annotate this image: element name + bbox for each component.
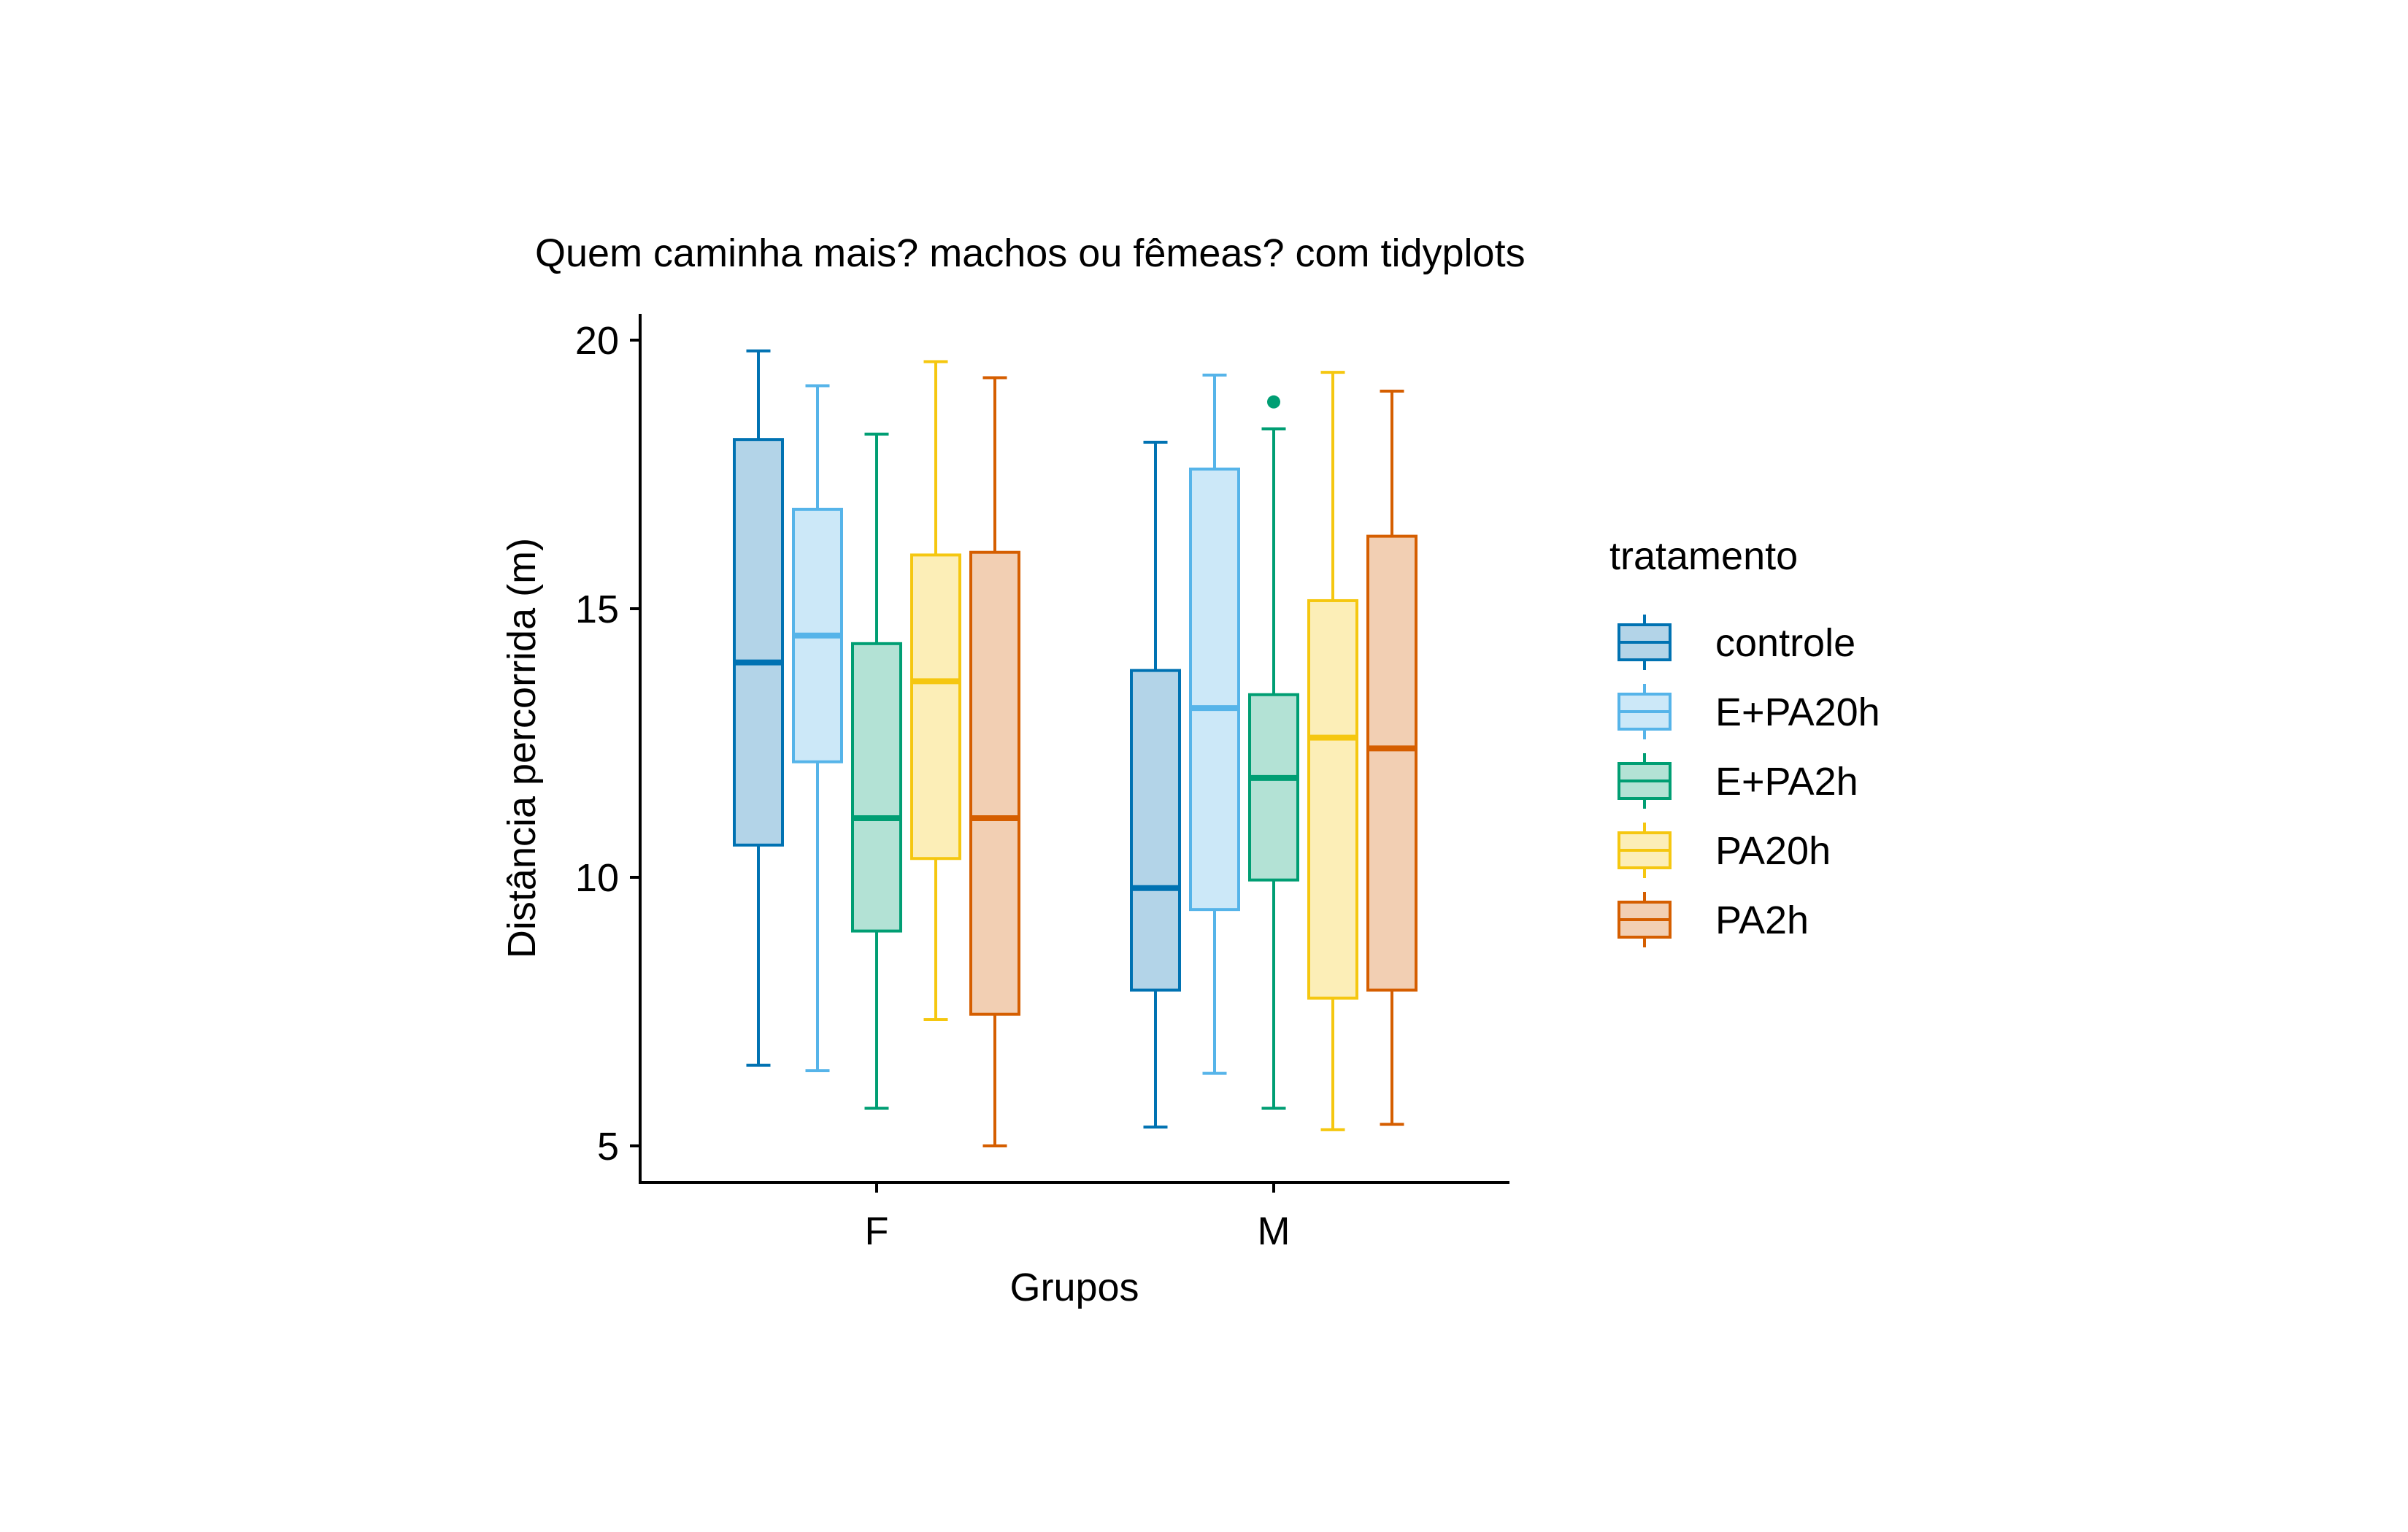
- y-axis-title: Distância percorrida (m): [500, 538, 544, 958]
- y-tick-label: 10: [575, 856, 619, 900]
- box-E+PA20h-F: [792, 384, 843, 1072]
- legend-item-PA2h: PA2h: [1617, 892, 1809, 947]
- box-PA20h-F: [910, 360, 961, 1022]
- box-E+PA2h-M: [1248, 395, 1299, 1110]
- x-axis-title: Grupos: [1009, 1266, 1139, 1309]
- box-iqr: [969, 550, 1020, 1016]
- y-tick-label: 5: [597, 1125, 619, 1169]
- box-PA2h-F: [969, 376, 1020, 1147]
- legend-label: PA20h: [1715, 829, 1831, 873]
- legend-items: controle E+PA20h E+PA2h PA20h PA2h: [1617, 615, 1880, 947]
- box-iqr: [910, 553, 961, 861]
- box-iqr: [733, 438, 784, 847]
- legend-item-E+PA20h: E+PA20h: [1617, 684, 1880, 739]
- box-iqr: [1189, 467, 1240, 912]
- box-iqr: [1248, 693, 1299, 882]
- box-controle-F: [733, 349, 784, 1067]
- x-tick-label: M: [1258, 1209, 1290, 1253]
- legend-item-E+PA2h: E+PA2h: [1617, 753, 1858, 809]
- legend-title: tratamento: [1609, 534, 1798, 578]
- box-PA2h-M: [1366, 389, 1418, 1126]
- x-tick-label: F: [865, 1209, 889, 1253]
- legend-label: PA2h: [1715, 898, 1809, 942]
- legend: tratamento controle E+PA20h E+PA2h PA20h PA2…: [1609, 534, 1880, 947]
- chart-title: Quem caminha mais? machos ou fêmeas? com…: [535, 231, 1526, 275]
- y-tick-label: 15: [575, 588, 619, 631]
- box-iqr: [851, 642, 902, 933]
- box-E+PA2h-F: [851, 432, 902, 1110]
- legend-label: controle: [1715, 621, 1855, 665]
- legend-item-PA20h: PA20h: [1617, 823, 1831, 878]
- box-iqr: [1130, 669, 1181, 992]
- plot-area: [733, 349, 1418, 1147]
- box-PA20h-M: [1307, 371, 1358, 1131]
- box-controle-M: [1130, 440, 1181, 1129]
- outlier-point: [1267, 395, 1280, 409]
- legend-label: E+PA20h: [1715, 690, 1880, 734]
- legend-item-controle: controle: [1617, 615, 1855, 670]
- y-tick-label: 20: [575, 319, 619, 363]
- y-axis-ticks: 5 10 15 20: [575, 319, 640, 1169]
- box-E+PA20h-M: [1189, 373, 1240, 1075]
- box-iqr: [1366, 534, 1418, 992]
- box-iqr: [1307, 598, 1358, 1000]
- legend-label: E+PA2h: [1715, 760, 1858, 804]
